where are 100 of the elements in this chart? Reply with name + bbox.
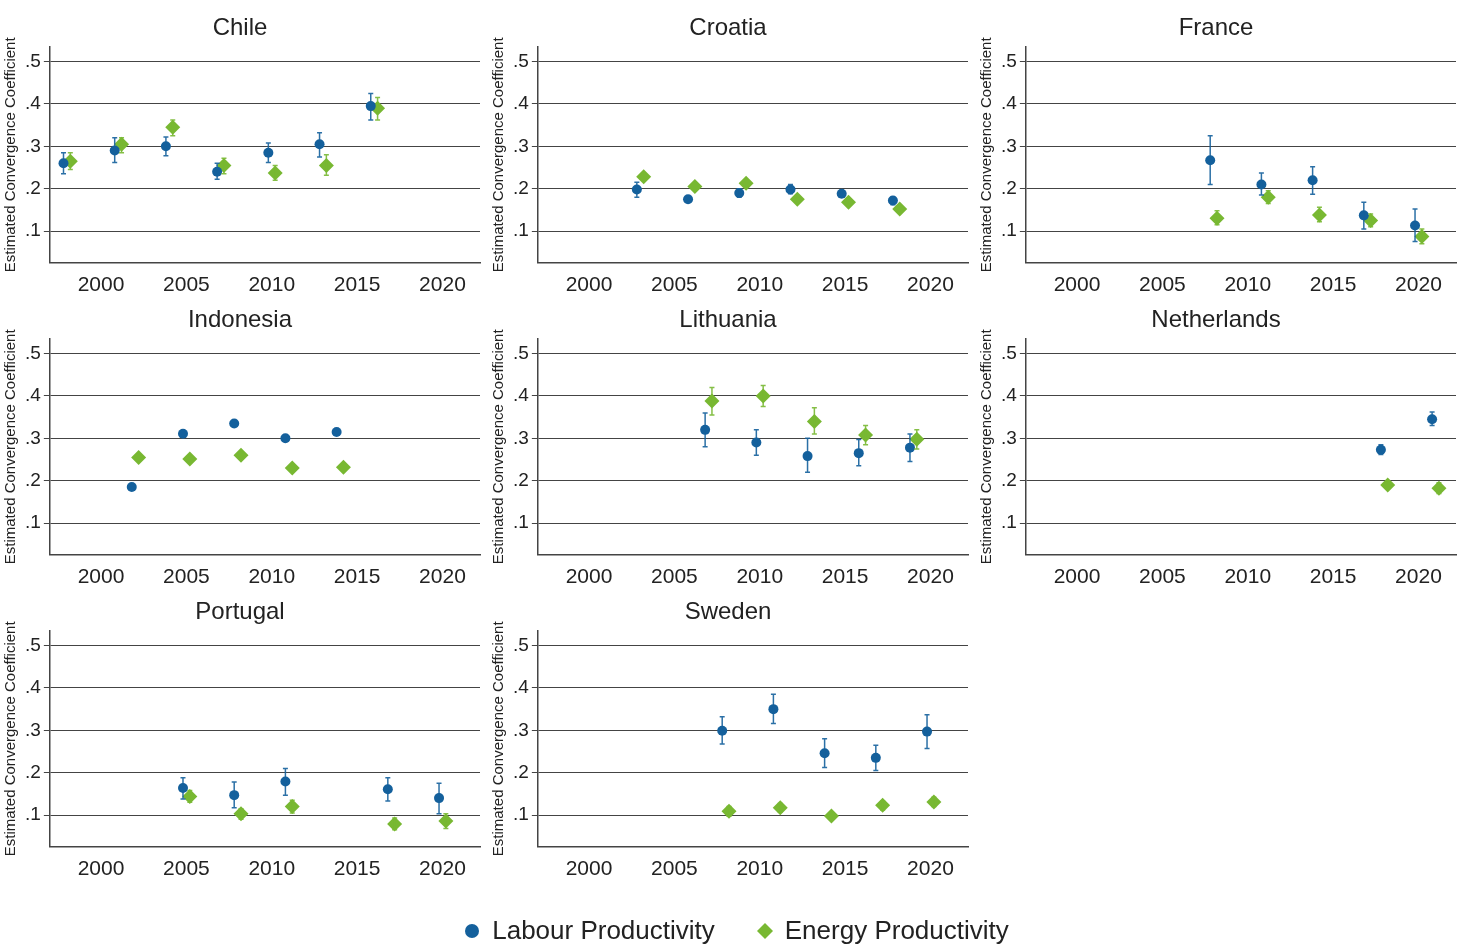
y-tick-label: .4 [24, 384, 42, 406]
x-tick-label: 2010 [248, 272, 296, 296]
point [636, 169, 652, 185]
y-tick-label: .2 [24, 176, 41, 198]
y-tick-label: .2 [512, 760, 529, 782]
y-tick-label: .5 [24, 49, 41, 71]
y-tick-label: .3 [24, 134, 41, 156]
x-tick-label: 2000 [565, 564, 613, 588]
point [331, 426, 342, 437]
y-axis-title: Estimated Convergence Coefficient [1, 328, 19, 565]
point [182, 451, 198, 467]
y-axis-title: Estimated Convergence Coefficient [977, 36, 995, 273]
y-tick-label: .1 [24, 803, 41, 825]
point [789, 191, 805, 207]
x-tick-label: 2015 [1309, 272, 1357, 296]
x-tick-label: 2010 [248, 564, 296, 588]
point [738, 175, 754, 191]
x-tick-label: 2020 [907, 564, 954, 588]
chart-title: Chile [212, 13, 268, 41]
y-tick-label: .3 [24, 718, 41, 740]
point [177, 428, 188, 439]
point [284, 460, 300, 476]
x-tick-label: 2020 [419, 272, 466, 296]
y-tick-label: .1 [1000, 219, 1017, 241]
x-tick-label: 2000 [77, 272, 125, 296]
x-tick-label: 2015 [1309, 564, 1357, 588]
x-tick-label: 2020 [907, 856, 954, 880]
chart-title: Portugal [195, 597, 285, 625]
y-tick-label: .5 [24, 341, 41, 363]
chart-title: Sweden [684, 597, 772, 625]
point [131, 449, 147, 465]
x-tick-label: 2020 [419, 564, 466, 588]
y-axis-title: Estimated Convergence Coefficient [489, 620, 507, 857]
point [687, 179, 703, 195]
point [683, 194, 694, 205]
y-tick-label: .4 [24, 92, 42, 114]
point [823, 808, 839, 824]
x-tick-label: 2005 [163, 564, 210, 588]
legend-label: Energy Productivity [784, 915, 1009, 946]
point [1380, 477, 1396, 493]
x-tick-label: 2020 [419, 856, 466, 880]
x-tick-label: 2010 [736, 856, 784, 880]
y-axis-title: Estimated Convergence Coefficient [1, 36, 19, 273]
x-tick-label: 2000 [1053, 564, 1101, 588]
y-tick-label: .3 [24, 426, 41, 448]
x-tick-label: 2020 [907, 272, 954, 296]
x-tick-label: 2000 [565, 856, 613, 880]
y-tick-label: .3 [1000, 134, 1017, 156]
point [335, 459, 351, 475]
x-tick-label: 2000 [77, 856, 125, 880]
x-tick-label: 2020 [1395, 564, 1442, 588]
x-tick-label: 2010 [1224, 272, 1272, 296]
chart-title: Lithuania [679, 305, 778, 333]
point [229, 418, 240, 429]
y-tick-label: .1 [512, 219, 529, 241]
y-axis-title: Estimated Convergence Coefficient [1, 620, 19, 857]
x-tick-label: 2000 [1053, 272, 1101, 296]
y-tick-label: .1 [512, 511, 529, 533]
x-tick-label: 2005 [1139, 564, 1186, 588]
x-tick-label: 2015 [333, 564, 381, 588]
y-axis-title: Estimated Convergence Coefficient [489, 36, 507, 273]
x-tick-label: 2015 [333, 272, 381, 296]
x-tick-label: 2010 [736, 272, 784, 296]
x-tick-label: 2010 [736, 564, 784, 588]
y-axis-title: Estimated Convergence Coefficient [489, 328, 507, 565]
y-tick-label: .4 [512, 676, 530, 698]
y-tick-label: .4 [1000, 92, 1018, 114]
point [233, 447, 249, 463]
x-tick-label: 2005 [651, 272, 698, 296]
y-axis-title: Estimated Convergence Coefficient [977, 328, 995, 565]
y-tick-label: .5 [512, 49, 529, 71]
y-tick-label: .3 [512, 718, 529, 740]
chart-title: Netherlands [1151, 305, 1281, 333]
chart-title: France [1178, 13, 1254, 41]
chart-title: Indonesia [187, 305, 293, 333]
point [126, 482, 137, 493]
y-tick-label: .2 [1000, 468, 1017, 490]
x-tick-label: 2005 [651, 564, 698, 588]
y-tick-label: .5 [1000, 341, 1017, 363]
y-tick-label: .4 [24, 676, 42, 698]
y-tick-label: .2 [24, 760, 41, 782]
y-tick-label: .2 [24, 468, 41, 490]
x-tick-label: 2020 [1395, 272, 1442, 296]
y-tick-label: .4 [1000, 384, 1018, 406]
point [892, 201, 908, 217]
y-tick-label: .3 [512, 134, 529, 156]
x-tick-label: 2015 [821, 856, 869, 880]
x-tick-label: 2015 [821, 564, 869, 588]
y-tick-label: .1 [24, 511, 41, 533]
y-tick-label: .5 [1000, 49, 1017, 71]
x-tick-label: 2000 [565, 272, 613, 296]
y-tick-label: .2 [1000, 176, 1017, 198]
x-tick-label: 2015 [333, 856, 381, 880]
point [841, 194, 857, 210]
y-tick-label: .2 [512, 468, 529, 490]
y-tick-label: .4 [512, 92, 530, 114]
chart-title: Croatia [689, 13, 768, 41]
y-tick-label: .2 [512, 176, 529, 198]
point [280, 433, 291, 444]
y-tick-label: .5 [512, 341, 529, 363]
